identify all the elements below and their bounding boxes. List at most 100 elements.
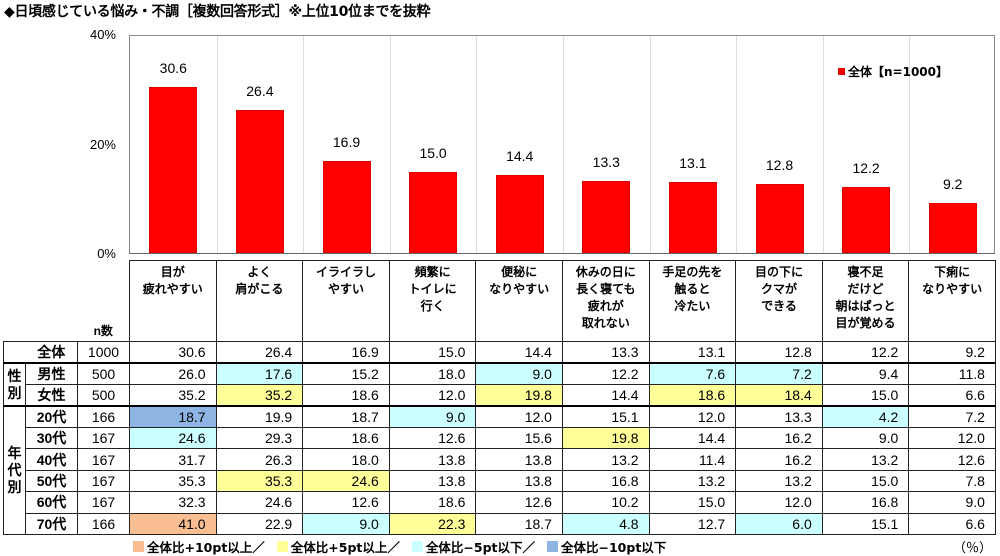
- data-cell: 12.2: [561, 362, 650, 385]
- data-cell: 19.9: [215, 405, 304, 428]
- bar-value-label: 16.9: [332, 134, 361, 151]
- bar: [409, 171, 458, 253]
- row-n: 500: [77, 362, 130, 385]
- column-header-line: 休みの日に: [575, 265, 636, 279]
- group-age: 年代別: [3, 405, 26, 535]
- data-cell: 22.3: [388, 512, 477, 535]
- column-header: 目が 疲れやすい: [129, 260, 217, 342]
- row-label: 女性: [25, 384, 78, 407]
- data-cell: 15.2: [302, 362, 390, 385]
- bar-value-label: 14.4: [506, 147, 534, 164]
- data-cell: 9.0: [821, 426, 910, 450]
- data-cell: 15.6: [475, 426, 563, 450]
- row-n: 167: [77, 448, 130, 471]
- data-cell: 12.0: [648, 405, 737, 428]
- bar-value-label: 26.4: [246, 82, 274, 99]
- data-cell: 13.2: [561, 448, 650, 471]
- data-cell: 12.0: [388, 384, 477, 407]
- data-cell: 4.8: [561, 512, 650, 535]
- row-n: 167: [77, 426, 130, 450]
- data-cell: 10.2: [561, 491, 650, 514]
- data-cell: 14.4: [561, 384, 650, 407]
- data-cell: 18.7: [302, 405, 390, 428]
- bar-value-label: 12.8: [765, 156, 794, 173]
- row-label: 40代: [25, 448, 78, 471]
- highlight-legend: 全体比+10pt以上／ 全体比+5pt以上／ 全体比−5pt以下／ 全体比−10…: [133, 537, 678, 556]
- data-cell: 9.4: [821, 362, 910, 385]
- data-cell: 16.2: [735, 426, 823, 450]
- column-header-line: 冷たい: [674, 299, 711, 313]
- data-cell: 12.6: [908, 448, 996, 471]
- bar: [235, 109, 284, 253]
- data-cell: 15.1: [561, 405, 650, 428]
- table-row: 女性 500 35.2 35.2 18.6 12.0 19.8 14.4 18.6 18.4 15.…: [4, 384, 996, 407]
- data-cell: 11.8: [908, 362, 996, 385]
- data-cell: 18.0: [302, 448, 390, 471]
- row-label: 男性: [25, 362, 78, 385]
- data-cell: 12.2: [821, 341, 910, 364]
- data-cell: 16.8: [561, 469, 650, 493]
- data-cell: 15.1: [821, 512, 910, 535]
- data-cell: 16.8: [821, 491, 910, 514]
- data-cell: 13.2: [735, 469, 823, 493]
- blank-cell: [4, 261, 78, 342]
- data-cell: 24.6: [215, 491, 304, 514]
- legend-minus10: 全体比−10pt以下: [547, 537, 666, 556]
- bar: [928, 203, 977, 253]
- data-cell: 13.1: [648, 341, 737, 364]
- data-cell: 11.4: [648, 448, 737, 471]
- data-cell: 7.6: [648, 362, 737, 385]
- bar-value-label: 9.2: [942, 176, 963, 193]
- y-tick-20: 20%: [89, 137, 116, 152]
- grid-line: [649, 36, 651, 253]
- column-header-line: 肩がこる: [235, 282, 284, 296]
- data-cell: 18.6: [388, 491, 477, 514]
- data-cell: 18.7: [475, 512, 563, 535]
- data-cell: 6.6: [908, 512, 996, 535]
- data-cell: 22.9: [215, 512, 304, 535]
- data-cell: 32.3: [129, 491, 217, 514]
- data-cell: 13.8: [388, 469, 477, 493]
- column-header-line: 目が: [160, 265, 185, 279]
- data-cell: 15.0: [388, 341, 477, 364]
- data-cell: 13.8: [388, 448, 477, 471]
- column-header-line: 疲れが: [587, 299, 624, 313]
- row-label: 全体: [25, 341, 78, 364]
- data-cell: 26.3: [215, 448, 304, 471]
- data-cell: 35.2: [129, 384, 217, 407]
- column-header: 手足の先を 触ると 冷たい: [648, 260, 737, 342]
- row-n: 167: [77, 469, 130, 493]
- data-cell: 12.0: [475, 405, 563, 428]
- column-header-line: だけど: [847, 282, 884, 296]
- data-cell: 6.0: [735, 512, 823, 535]
- data-cell: 7.8: [908, 469, 996, 493]
- data-cell: 35.2: [215, 384, 304, 407]
- data-cell: 12.7: [648, 512, 737, 535]
- data-cell: 35.3: [215, 469, 304, 493]
- data-cell: 35.3: [129, 469, 217, 493]
- column-header-line: 下痢に: [934, 265, 971, 279]
- column-header-line: 疲れやすい: [142, 282, 203, 296]
- column-header: 便秘に なりやすい: [475, 260, 563, 342]
- data-cell: 18.6: [302, 384, 390, 407]
- data-cell: 18.6: [648, 384, 737, 407]
- legend-swatch: [838, 68, 845, 75]
- column-header-line: 朝はぱっと: [835, 299, 896, 313]
- bar: [755, 183, 804, 253]
- column-header-line: 便秘に: [501, 265, 538, 279]
- column-header: イライラし やすい: [302, 260, 390, 342]
- column-header: よく 肩がこる: [215, 260, 304, 342]
- data-cell: 18.6: [302, 426, 390, 450]
- column-header-line: 目が覚める: [835, 316, 896, 330]
- bar: [322, 161, 371, 253]
- chart-title: ◆日頃感じている悩み・不調［複数回答形式］※上位10位までを抜粋: [4, 4, 431, 20]
- row-n: 166: [77, 512, 130, 535]
- data-cell: 7.2: [908, 405, 996, 428]
- legend-label: 全体【n=1000】: [848, 65, 948, 79]
- orange-swatch: [133, 541, 144, 552]
- column-header-line: やすい: [327, 282, 364, 296]
- column-header-line: よく: [247, 265, 272, 279]
- data-cell: 12.6: [388, 426, 477, 450]
- data-cell: 24.6: [302, 469, 390, 493]
- blank-cell: [3, 341, 26, 364]
